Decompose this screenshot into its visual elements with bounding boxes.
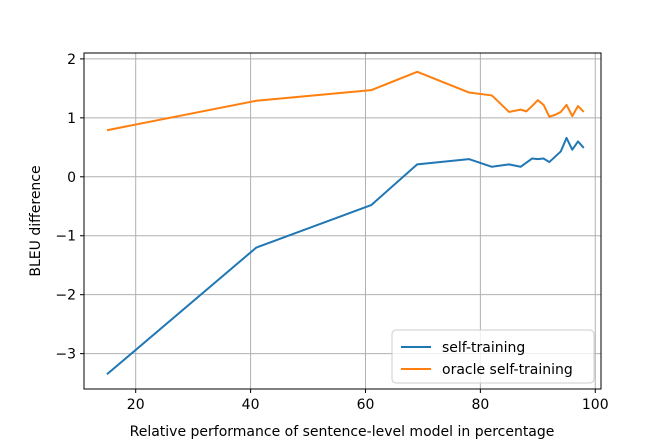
x-tick-label: 80	[471, 397, 489, 413]
x-tick-label: 40	[242, 397, 260, 413]
grid-lines	[84, 53, 601, 389]
y-tick-label: 1	[67, 111, 76, 127]
y-tick-label: −1	[55, 229, 76, 245]
x-axis-label: Relative performance of sentence-level m…	[130, 424, 555, 440]
plot-frame	[83, 52, 602, 390]
series-line-self-training	[106, 136, 585, 376]
y-tick-label: 2	[67, 52, 76, 68]
legend-label-self-training: self-training	[442, 340, 525, 356]
legend: self-training oracle self-training	[391, 329, 595, 384]
x-axis-ticks: 20 40 60 80 100	[127, 389, 609, 413]
y-tick-label: 0	[67, 170, 76, 186]
x-tick-label: 100	[582, 397, 609, 413]
x-tick-label: 20	[127, 397, 145, 413]
legend-label-oracle-self-training: oracle self-training	[442, 362, 573, 378]
x-tick-label: 60	[357, 397, 375, 413]
y-axis-ticks: −3 −2 −1 0 1 2	[55, 52, 84, 363]
series-lines	[106, 70, 585, 376]
series-line-oracle-self-training	[106, 70, 585, 132]
y-tick-label: −2	[55, 288, 76, 304]
y-tick-label: −3	[55, 347, 76, 363]
y-axis-label: BLEU difference	[28, 165, 44, 276]
legend-box	[391, 329, 595, 384]
